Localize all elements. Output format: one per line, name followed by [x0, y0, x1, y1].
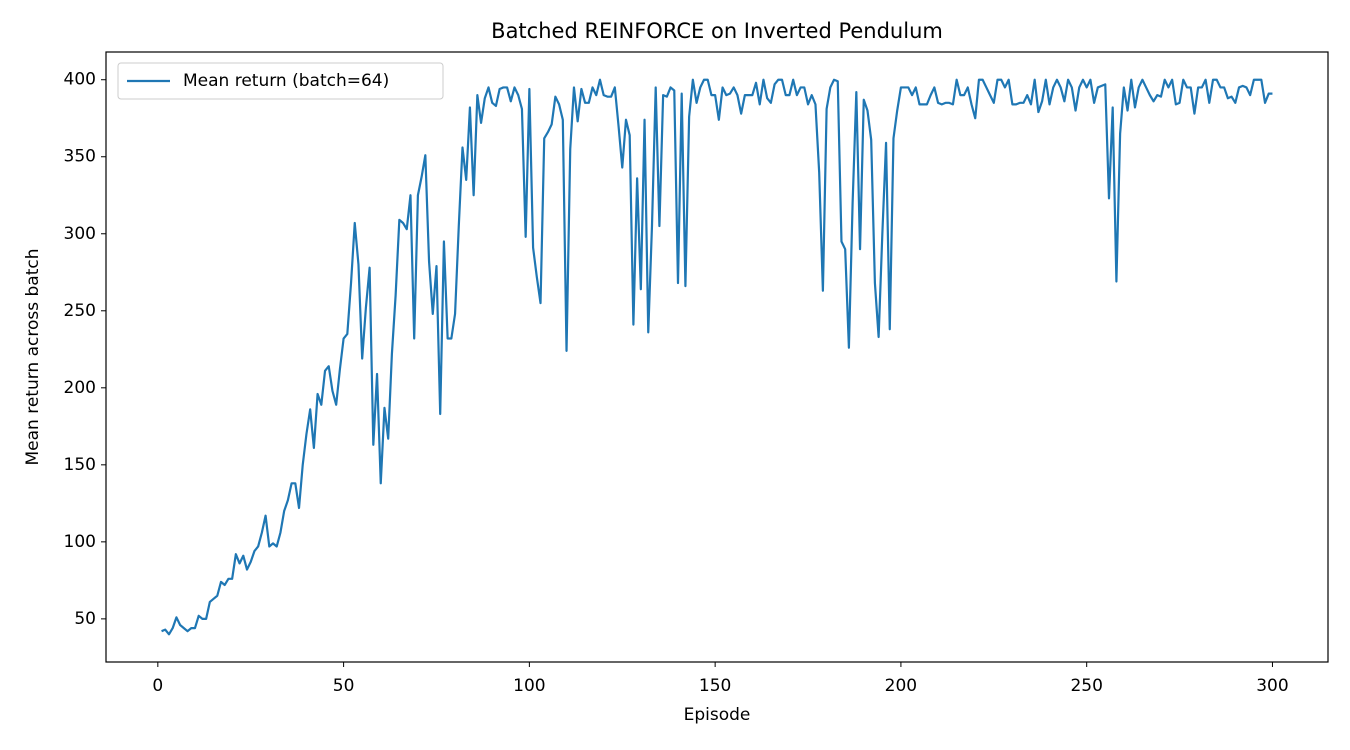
legend-label: Mean return (batch=64) [183, 71, 389, 91]
x-tick-label: 250 [1070, 676, 1102, 696]
y-tick-label: 100 [64, 532, 96, 552]
x-tick-label: 300 [1256, 676, 1288, 696]
y-tick-label: 400 [64, 70, 96, 90]
x-tick-label: 50 [333, 676, 355, 696]
y-tick-label: 300 [64, 224, 96, 244]
y-tick-label: 50 [74, 609, 96, 629]
y-tick-label: 250 [64, 301, 96, 321]
x-tick-label: 200 [885, 676, 917, 696]
y-tick-label: 150 [64, 455, 96, 475]
plot-frame [105, 51, 1329, 663]
x-tick-label: 150 [699, 676, 731, 696]
y-tick-label: 200 [64, 378, 96, 398]
y-tick-label: 350 [64, 147, 96, 167]
chart-title: Batched REINFORCE on Inverted Pendulum [491, 19, 943, 43]
y-axis-label: Mean return across batch [23, 249, 43, 466]
x-axis-label: Episode [684, 705, 751, 725]
x-tick-label: 0 [152, 676, 163, 696]
legend-box [117, 62, 444, 100]
x-tick-label: 100 [513, 676, 545, 696]
data-line [161, 78, 1273, 636]
